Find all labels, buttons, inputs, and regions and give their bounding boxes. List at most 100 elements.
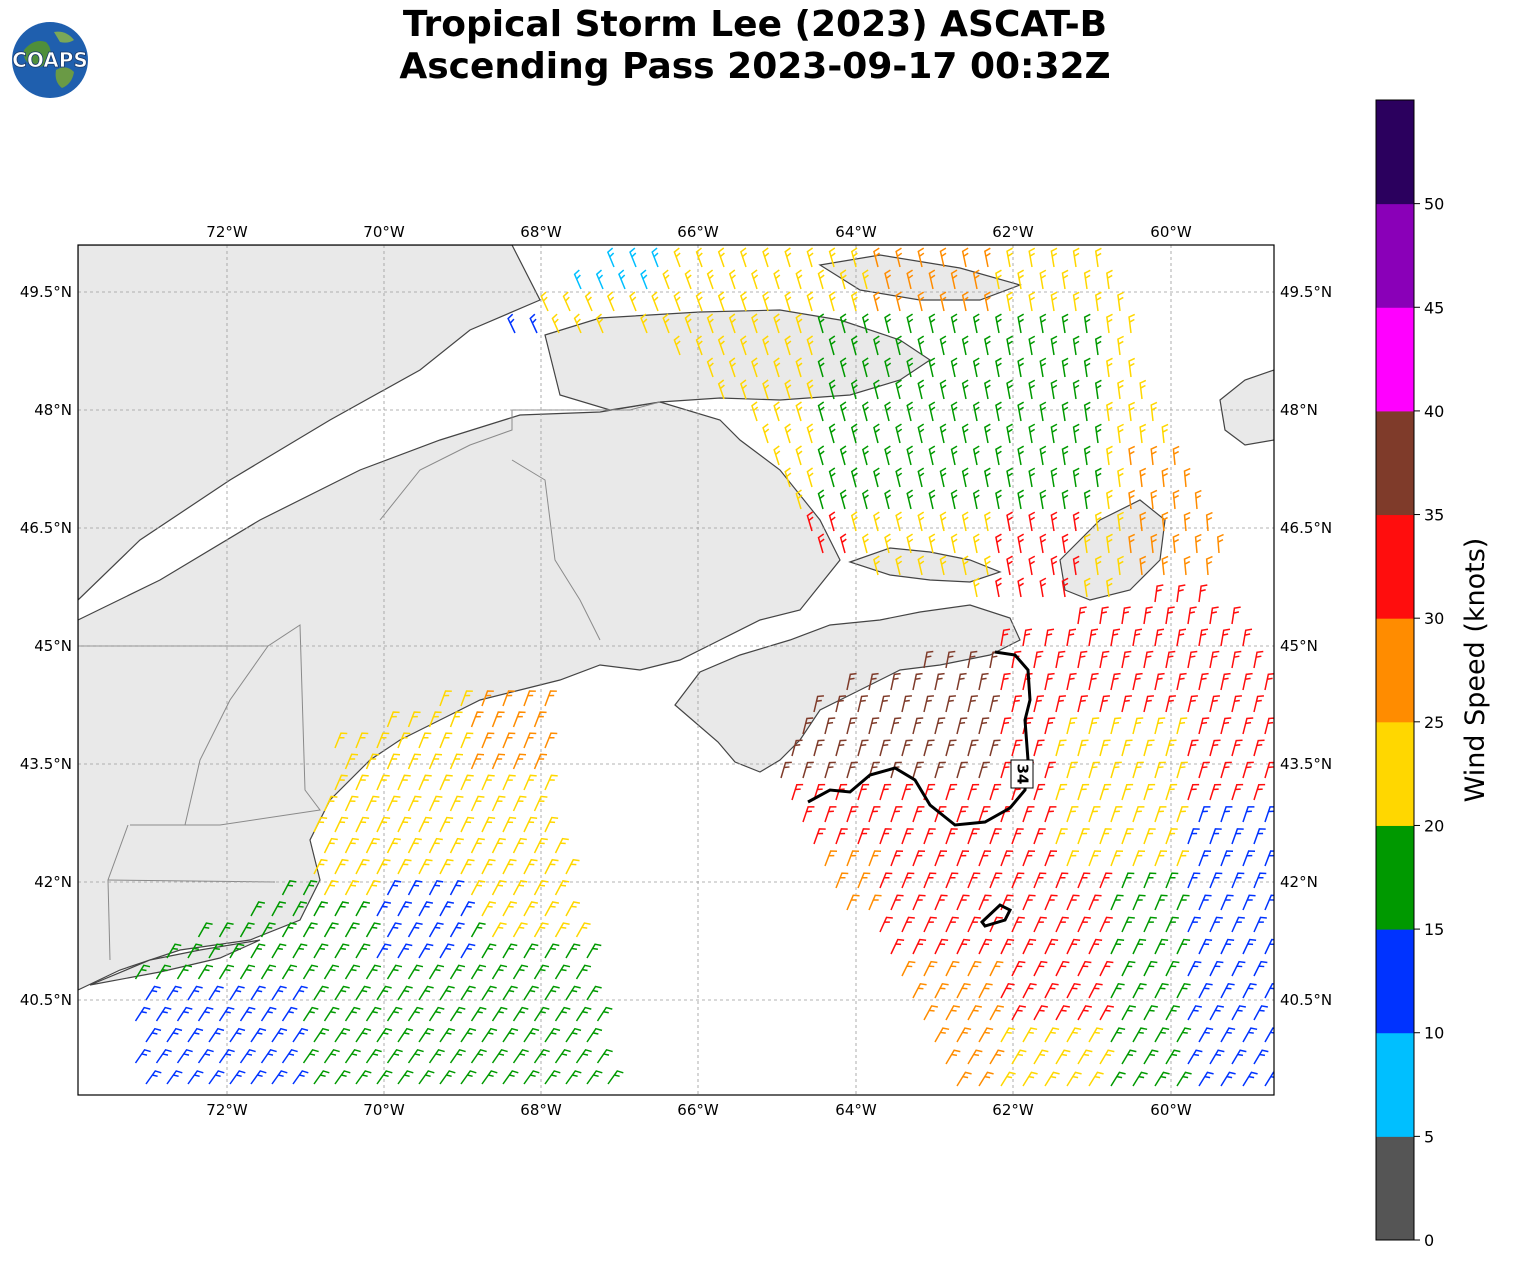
wind-barb [884,313,892,334]
wind-barb [978,761,990,779]
wind-barb [839,533,847,554]
wind-barb [449,711,463,728]
colorbar-tick-label: 35 [1424,506,1444,525]
wind-barb [651,247,659,268]
wind-barb [1050,335,1058,356]
wind-barb [460,690,473,707]
wind-barb [470,1006,487,1022]
lon-tick-label-bottom: 62°W [992,1101,1034,1119]
wind-barb [218,1006,235,1022]
wind-barb [967,916,981,933]
wind-barb [917,247,925,268]
wind-barb [1143,739,1155,757]
wind-barb [533,1006,550,1022]
wind-barb [1154,628,1165,647]
wind-barb [939,511,947,532]
wind-barb [912,806,925,823]
wind-barb [586,943,602,959]
wind-barb [1106,489,1113,510]
chart-title: Tropical Storm Lee (2023) ASCAT-B Ascend… [230,4,1280,88]
wind-barb [1039,577,1047,598]
wind-barb [961,555,969,576]
wind-barb [313,1070,330,1085]
wind-barb [817,357,825,378]
wind-barb [533,922,549,938]
wind-barb [344,1048,361,1064]
wind-barb [884,269,892,290]
wind-barb [1121,828,1134,845]
wind-barb [1033,650,1044,669]
wind-barb [706,357,714,378]
newfoundland-edge [1219,369,1274,446]
wind-barb [176,1006,193,1022]
wind-barb [523,816,538,833]
wind-barb [1209,783,1222,801]
wind-barb [995,533,1002,554]
wind-barb [873,423,880,444]
wind-barb [250,901,266,917]
wind-barb [1165,960,1180,977]
wind-barb [740,291,748,312]
wind-barb [850,247,858,268]
wind-barb [481,901,497,917]
wind-barb [1033,872,1047,889]
wind-barb [795,313,803,334]
wind-barb [912,938,927,955]
wind-barb [460,985,476,1001]
colorbar-tick-label: 45 [1424,298,1444,317]
wind-barb [978,982,993,999]
wind-barb [989,739,1001,757]
wind-barb [895,291,903,312]
wind-barb [323,795,338,812]
lon-tick-label-top: 70°W [363,223,405,241]
wind-barb [428,1006,445,1022]
lat-tick-label-left: 48°N [34,401,72,419]
wind-barb [1220,628,1231,647]
wind-barb [1154,850,1168,867]
wind-barb [334,1070,351,1085]
wind-barb [868,761,880,779]
colorbar-block [1376,825,1414,930]
wind-barb [460,1070,477,1085]
wind-barb [155,1048,172,1064]
wind-barb [1154,982,1169,999]
wind-barb [1072,335,1080,356]
wind-barb [1165,916,1179,933]
wind-barb [828,291,836,312]
wind-barb [884,401,892,422]
wind-barb [281,964,298,980]
wind-barb [961,511,969,532]
wind-barb [428,795,443,812]
wind-barb [1253,960,1268,977]
wind-barb [260,922,276,938]
wind-barb [1044,761,1056,779]
wind-barb [1194,489,1202,510]
wind-barb [1242,1027,1258,1043]
wind-barb [502,774,516,791]
lon-tick-label-bottom: 60°W [1150,1101,1192,1119]
wind-barb [984,335,991,356]
wind-barb [439,1070,456,1085]
wind-barb [1176,761,1188,779]
wind-barb [1055,960,1070,977]
wind-barb [884,533,892,554]
colorbar-block [1376,618,1414,723]
wind-barb [145,985,161,1001]
wind-barb [575,922,591,938]
wind-barb [857,695,868,713]
wind-barb [1253,828,1266,845]
wind-barb [1231,606,1241,625]
wind-barb [512,837,527,854]
wind-barb [989,872,1003,889]
wind-barb [1077,695,1088,713]
wind-barb [397,774,411,791]
wind-barb [386,795,401,812]
wind-barb [890,717,902,735]
wind-barb [355,1070,372,1085]
wind-barb [1194,533,1202,554]
map-frame [77,244,1275,1096]
wind-barb [1165,650,1176,669]
wind-barb [923,872,937,889]
wind-barb [1132,672,1143,691]
wind-barb [573,269,582,290]
